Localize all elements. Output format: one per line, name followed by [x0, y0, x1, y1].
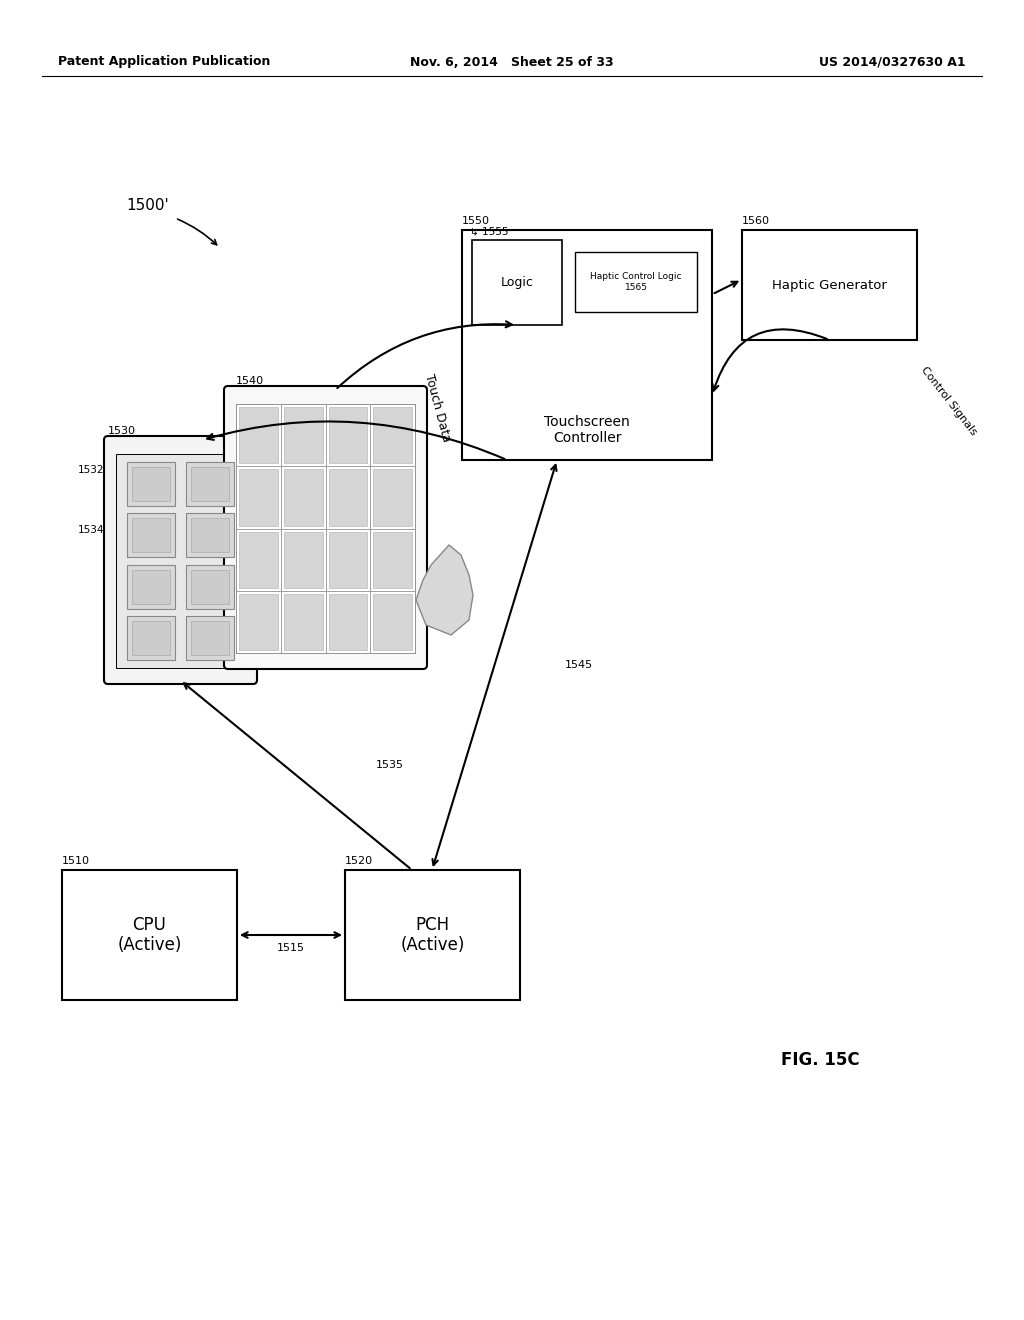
Bar: [127, 513, 175, 557]
Bar: [374, 532, 412, 587]
Text: 1500': 1500': [127, 198, 169, 213]
Bar: [186, 616, 234, 660]
Text: Patent Application Publication: Patent Application Publication: [58, 55, 270, 69]
Text: Touchscreen
Controller: Touchscreen Controller: [544, 414, 630, 445]
Text: 1534: 1534: [78, 525, 104, 535]
Text: 1520: 1520: [345, 855, 373, 866]
Text: 1515: 1515: [278, 942, 305, 953]
Bar: [236, 404, 281, 466]
Bar: [284, 594, 323, 649]
FancyArrowPatch shape: [184, 684, 410, 869]
Bar: [281, 528, 326, 591]
Bar: [236, 591, 281, 653]
Bar: [371, 404, 415, 466]
Bar: [326, 591, 371, 653]
Bar: [329, 469, 368, 525]
Text: Haptic Generator: Haptic Generator: [772, 279, 887, 292]
Bar: [742, 230, 918, 341]
Text: ↳ 1555: ↳ 1555: [470, 226, 509, 236]
Text: 1510: 1510: [62, 855, 90, 866]
Bar: [326, 466, 371, 528]
FancyArrowPatch shape: [207, 421, 505, 459]
Text: 1560: 1560: [742, 216, 770, 226]
Bar: [132, 466, 170, 500]
FancyArrowPatch shape: [177, 219, 217, 244]
Text: FIG. 15C: FIG. 15C: [780, 1051, 859, 1069]
Bar: [329, 407, 368, 463]
Bar: [326, 404, 371, 466]
Bar: [284, 532, 323, 587]
Bar: [191, 466, 229, 500]
Text: Control Signals: Control Signals: [920, 366, 979, 437]
Bar: [191, 570, 229, 603]
Bar: [472, 240, 562, 325]
Bar: [374, 594, 412, 649]
Text: 1535: 1535: [376, 760, 404, 770]
Bar: [284, 469, 323, 525]
Bar: [575, 252, 697, 312]
Bar: [186, 462, 234, 506]
Bar: [186, 513, 234, 557]
Bar: [239, 469, 278, 525]
Bar: [191, 519, 229, 552]
Bar: [281, 591, 326, 653]
Text: Haptic Control Logic
1565: Haptic Control Logic 1565: [590, 272, 682, 292]
Text: 1545: 1545: [565, 660, 593, 671]
Bar: [127, 565, 175, 609]
Bar: [186, 565, 234, 609]
Bar: [236, 404, 415, 653]
Bar: [374, 407, 412, 463]
FancyArrowPatch shape: [337, 321, 512, 388]
FancyBboxPatch shape: [224, 385, 427, 669]
FancyArrowPatch shape: [432, 465, 557, 865]
Bar: [239, 532, 278, 587]
Bar: [329, 594, 368, 649]
Bar: [371, 591, 415, 653]
Bar: [62, 870, 237, 1001]
Bar: [326, 528, 371, 591]
Bar: [374, 469, 412, 525]
Bar: [345, 870, 520, 1001]
Bar: [329, 532, 368, 587]
Text: Logic: Logic: [501, 276, 534, 289]
Bar: [132, 622, 170, 656]
Bar: [116, 454, 245, 668]
Text: 1532: 1532: [78, 465, 104, 475]
Text: 1530: 1530: [108, 426, 136, 436]
Bar: [127, 616, 175, 660]
Text: 1550: 1550: [462, 216, 490, 226]
Bar: [239, 407, 278, 463]
Text: PCH
(Active): PCH (Active): [400, 916, 465, 954]
Polygon shape: [416, 545, 473, 635]
Bar: [239, 594, 278, 649]
Bar: [191, 622, 229, 656]
Bar: [371, 466, 415, 528]
Text: Touch Data: Touch Data: [423, 372, 453, 444]
Bar: [284, 407, 323, 463]
Bar: [127, 462, 175, 506]
Bar: [132, 519, 170, 552]
FancyArrowPatch shape: [242, 932, 340, 937]
Text: US 2014/0327630 A1: US 2014/0327630 A1: [819, 55, 966, 69]
Bar: [236, 528, 281, 591]
FancyArrowPatch shape: [715, 281, 737, 293]
FancyBboxPatch shape: [104, 436, 257, 684]
Bar: [281, 466, 326, 528]
Bar: [132, 570, 170, 603]
Text: 1540: 1540: [236, 376, 264, 385]
Bar: [236, 466, 281, 528]
Text: CPU
(Active): CPU (Active): [118, 916, 181, 954]
Bar: [371, 528, 415, 591]
Bar: [462, 230, 712, 459]
FancyArrowPatch shape: [713, 329, 827, 391]
Bar: [281, 404, 326, 466]
Text: Nov. 6, 2014   Sheet 25 of 33: Nov. 6, 2014 Sheet 25 of 33: [411, 55, 613, 69]
